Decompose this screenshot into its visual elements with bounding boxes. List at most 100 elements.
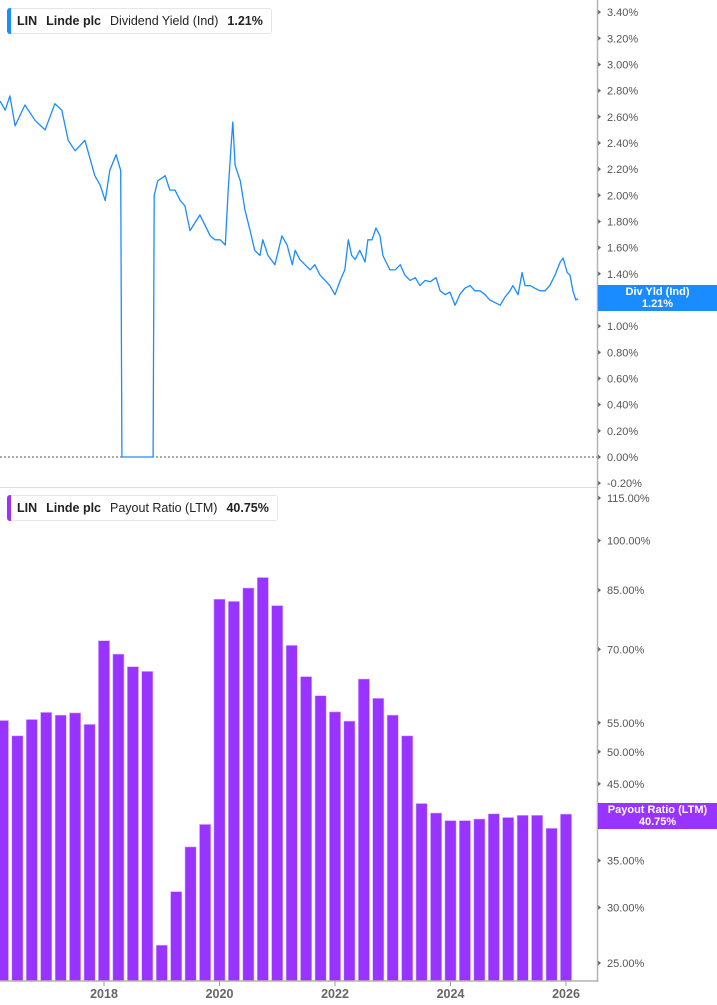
payout-bar [54, 714, 67, 982]
tick-mark [598, 857, 601, 863]
payout-bar [25, 719, 38, 982]
y-tick-label: -0.20% [607, 478, 642, 490]
y-tick-label: 50.00% [607, 747, 645, 759]
payout-bar [531, 814, 543, 982]
payout-axis-ticks: 115.00% 100.00% 85.00% 70.00% 55.00% 50.00% 45… [598, 493, 651, 970]
y-tick-label: 100.00% [607, 536, 651, 548]
tick-mark [598, 166, 601, 172]
x-axis-ticks: 2018 2020 2022 2024 2026 [90, 981, 580, 1001]
legend-metric: Payout Ratio (LTM) [110, 501, 218, 515]
y-tick-label: 1.60% [607, 243, 638, 255]
y-tick-label: 3.40% [607, 7, 638, 19]
payout-bar [560, 813, 572, 982]
x-tick-label: 2022 [321, 987, 349, 1001]
y-tick-label: 2.00% [607, 190, 638, 202]
flag-value: 40.75% [638, 816, 677, 828]
tick-mark [598, 218, 601, 224]
y-tick-label: 2.40% [607, 138, 638, 150]
payout-bar [213, 598, 226, 982]
payout-legend-swatch [7, 495, 11, 521]
y-tick-label: 0.40% [607, 400, 638, 412]
payout-bar [357, 678, 370, 982]
tick-mark [598, 495, 601, 501]
payout-bar [228, 601, 240, 982]
tick-mark [598, 323, 601, 329]
tick-mark [598, 35, 601, 41]
legend-value: 40.75% [226, 501, 269, 515]
payout-bar [329, 711, 341, 982]
payout-bar [516, 814, 529, 982]
y-tick-label: 0.20% [607, 426, 638, 438]
payout-bar [285, 645, 298, 982]
payout-bar [98, 640, 110, 982]
x-tick-label: 2020 [206, 987, 234, 1001]
payout-bar [502, 817, 515, 982]
yield-legend-swatch [7, 8, 11, 34]
y-tick-label: 3.00% [607, 59, 638, 71]
tick-mark [598, 88, 601, 94]
y-tick-label: 0.60% [607, 373, 638, 385]
y-tick-label: 1.00% [607, 321, 638, 333]
payout-bar [444, 820, 457, 982]
x-tick-label: 2026 [552, 987, 580, 1001]
tick-mark [598, 375, 601, 381]
payout-legend: LIN Linde plc Payout Ratio (LTM) 40.75% [7, 495, 278, 521]
tick-mark [598, 192, 601, 198]
y-tick-label: 2.60% [607, 112, 638, 124]
payout-bar [40, 712, 53, 982]
y-tick-label: 55.00% [607, 718, 645, 730]
legend-value: 1.21% [227, 14, 263, 28]
payout-bars [0, 577, 572, 982]
y-tick-label: 30.00% [607, 902, 645, 914]
tick-mark [598, 587, 601, 593]
x-tick-label: 2024 [437, 987, 465, 1001]
y-tick-label: 115.00% [607, 493, 650, 505]
payout-bar [314, 695, 327, 982]
payout-bar [430, 812, 442, 982]
y-tick-label: 25.00% [607, 958, 645, 970]
tick-mark [598, 245, 601, 251]
tick-mark [598, 9, 601, 15]
tick-mark [598, 61, 601, 67]
payout-value-flag: Payout Ratio (LTM) 40.75% [598, 803, 717, 829]
y-tick-label: 2.80% [607, 86, 638, 98]
dividend-yield-line [0, 95, 579, 458]
tick-mark [598, 114, 601, 120]
payout-bar [343, 720, 356, 982]
legend-ticker: LIN [17, 14, 38, 28]
payout-bar [271, 605, 284, 982]
x-tick-label: 2018 [90, 987, 118, 1001]
y-tick-label: 35.00% [607, 855, 645, 867]
payout-bar [487, 813, 500, 982]
payout-bar [242, 587, 255, 982]
tick-mark [598, 428, 601, 434]
tick-mark [598, 538, 601, 544]
payout-bar [199, 824, 211, 982]
y-tick-label: 3.20% [607, 33, 638, 45]
tick-mark [598, 271, 601, 277]
payout-bar [184, 846, 197, 982]
tick-mark [598, 646, 601, 652]
payout-bar [545, 827, 558, 982]
y-tick-label: 2.20% [607, 164, 638, 176]
legend-metric: Dividend Yield (Ind) [110, 14, 219, 28]
y-tick-label: 85.00% [607, 585, 645, 597]
y-tick-label: 70.00% [607, 644, 645, 656]
payout-bar [127, 666, 139, 982]
tick-mark [598, 960, 601, 966]
payout-bar [83, 724, 96, 982]
legend-ticker: LIN [17, 501, 38, 515]
yield-value-flag: Div Yld (Ind) 1.21% [598, 285, 717, 311]
yield-legend: LIN Linde plc Dividend Yield (Ind) 1.21% [7, 8, 272, 34]
tick-mark [598, 349, 601, 355]
y-tick-label: 45.00% [607, 779, 645, 791]
payout-bar [11, 735, 24, 982]
tick-mark [598, 781, 601, 787]
payout-bar [112, 653, 125, 982]
payout-bar [473, 818, 486, 982]
tick-mark [598, 480, 601, 486]
tick-mark [598, 720, 601, 726]
payout-bar [256, 577, 269, 982]
y-tick-label: 0.00% [607, 452, 638, 464]
